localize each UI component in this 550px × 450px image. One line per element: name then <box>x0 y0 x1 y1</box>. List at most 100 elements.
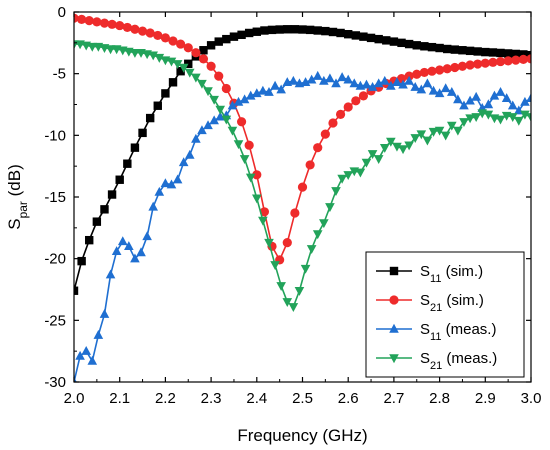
data-point <box>306 74 317 84</box>
data-point <box>389 37 399 46</box>
data-point <box>419 67 429 78</box>
data-point <box>397 38 406 48</box>
data-point <box>252 27 261 36</box>
data-point <box>465 46 475 56</box>
data-point <box>148 201 158 211</box>
data-point <box>459 118 469 127</box>
data-point <box>349 78 360 88</box>
x-tick-label: 2.5 <box>292 390 313 407</box>
data-point <box>99 18 110 28</box>
data-point <box>297 182 308 192</box>
legend-label: S11 (meas.) <box>420 321 496 343</box>
data-point <box>270 261 280 271</box>
data-point <box>483 110 494 120</box>
data-point <box>453 126 463 136</box>
data-point <box>442 64 452 74</box>
data-point <box>276 282 286 291</box>
data-point <box>458 46 467 55</box>
data-point <box>392 77 402 86</box>
data-point <box>184 68 195 78</box>
y-axis-label-sub: par <box>16 201 30 218</box>
data-point <box>178 63 189 73</box>
data-point <box>501 93 512 103</box>
data-point <box>161 89 170 98</box>
data-point <box>111 246 122 255</box>
data-point <box>209 115 219 125</box>
data-point <box>336 28 345 38</box>
data-point <box>283 25 292 34</box>
data-point <box>107 19 117 29</box>
data-point <box>457 61 468 71</box>
data-point <box>122 22 132 33</box>
data-point <box>245 90 256 100</box>
data-point <box>198 54 209 64</box>
legend-item: S21 (meas.) <box>376 350 497 372</box>
x-tick-label: 2.6 <box>338 390 359 407</box>
data-point <box>382 36 391 45</box>
data-point <box>379 143 390 153</box>
data-point <box>416 84 427 94</box>
data-point <box>428 85 439 95</box>
data-point <box>386 80 396 90</box>
data-point <box>105 269 116 279</box>
data-point <box>172 174 183 184</box>
data-point <box>503 49 513 58</box>
legend-label: S21 (sim.) <box>420 292 484 314</box>
data-point <box>252 170 262 180</box>
data-point <box>176 67 185 76</box>
data-point <box>386 137 396 147</box>
data-point <box>130 143 140 152</box>
data-point <box>77 256 86 266</box>
data-point <box>416 130 427 140</box>
data-point <box>483 99 494 109</box>
data-point <box>290 208 300 218</box>
data-point <box>320 129 330 139</box>
series-layer <box>74 13 531 382</box>
data-point <box>351 96 361 106</box>
data-point <box>233 140 244 150</box>
y-tick-label: -20 <box>44 251 66 268</box>
data-point <box>361 158 372 168</box>
data-point <box>160 178 171 188</box>
data-point <box>374 34 383 44</box>
series-1 <box>74 25 531 295</box>
data-point <box>337 72 347 82</box>
x-tick-label: 2.1 <box>109 390 130 407</box>
data-point <box>92 17 102 27</box>
data-point <box>239 94 250 104</box>
data-point <box>100 205 109 214</box>
data-point <box>115 20 125 31</box>
data-point <box>404 141 414 151</box>
data-point <box>138 128 147 138</box>
data-point <box>428 127 439 137</box>
data-point <box>404 75 414 85</box>
data-point <box>107 190 117 199</box>
data-point <box>137 26 148 36</box>
data-point <box>373 78 384 88</box>
data-point <box>373 155 384 164</box>
data-point <box>288 75 299 85</box>
data-point <box>85 235 94 245</box>
data-point <box>197 79 207 89</box>
data-point <box>136 247 146 257</box>
data-point <box>520 110 530 120</box>
y-tick-label: -15 <box>44 189 66 206</box>
data-point <box>420 42 429 51</box>
data-point <box>197 125 207 135</box>
data-point <box>379 75 390 85</box>
data-point <box>313 26 322 35</box>
data-point <box>214 37 223 46</box>
data-point <box>488 48 498 57</box>
data-point <box>168 36 178 46</box>
data-point <box>344 30 353 39</box>
data-point <box>312 70 323 80</box>
data-point <box>168 78 178 87</box>
data-point <box>410 82 421 91</box>
data-point <box>259 207 270 217</box>
data-point <box>191 73 201 83</box>
data-point <box>203 87 213 97</box>
x-tick-label: 2.2 <box>155 390 176 407</box>
data-point <box>450 62 460 73</box>
data-point <box>267 25 277 35</box>
data-point <box>473 59 483 69</box>
